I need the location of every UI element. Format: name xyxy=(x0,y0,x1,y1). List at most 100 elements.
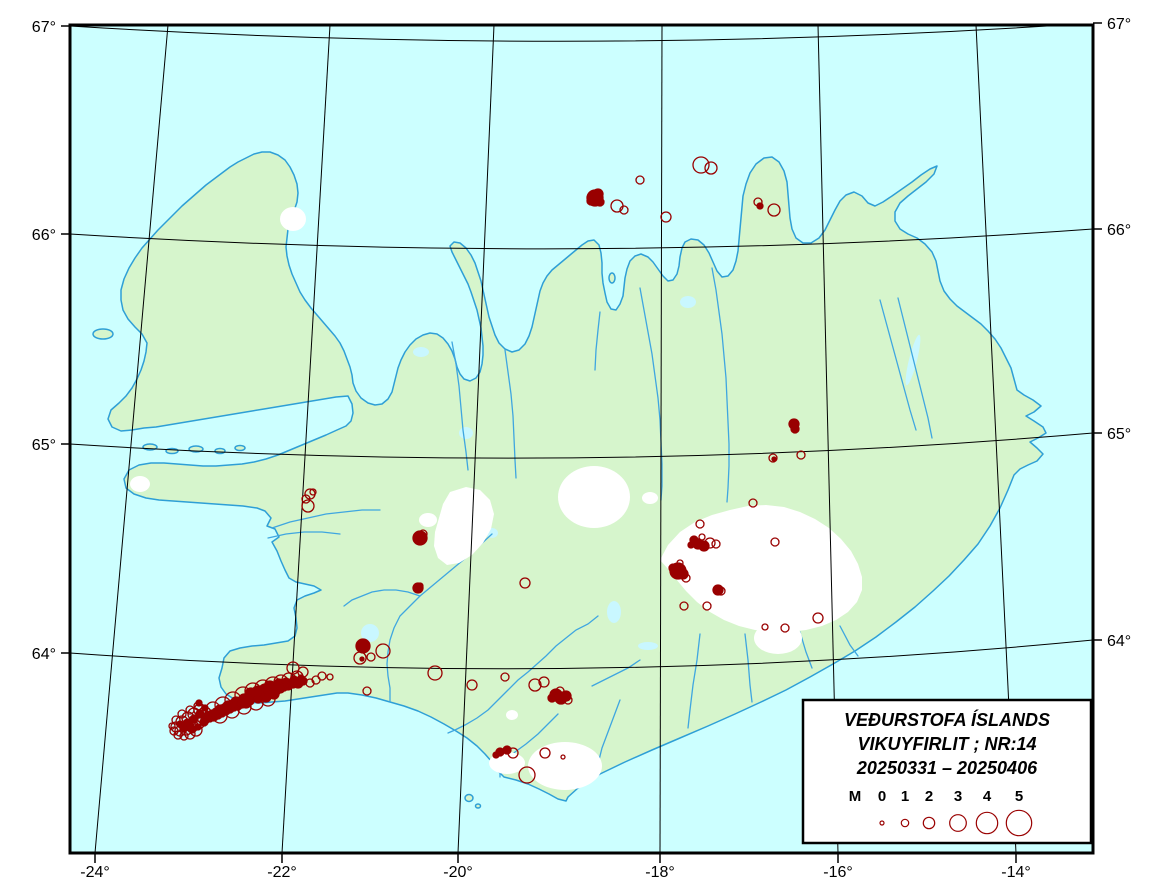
earthquake-marker xyxy=(563,695,573,705)
earthquake-marker xyxy=(586,196,596,206)
latitude-label-right: 66° xyxy=(1107,222,1131,239)
earthquake-marker xyxy=(502,745,512,755)
earthquake-marker xyxy=(466,679,478,691)
earthquake-marker xyxy=(560,754,566,760)
earthquake-marker xyxy=(168,722,176,730)
island xyxy=(92,328,114,340)
earthquake-marker xyxy=(695,519,705,529)
earthquake-marker xyxy=(518,766,536,784)
map-frame xyxy=(68,23,1095,855)
earthquake-marker xyxy=(264,676,282,694)
longitude-label: -22° xyxy=(267,864,297,881)
magnitude-value-label: 4 xyxy=(983,788,992,805)
earthquake-marker xyxy=(353,651,367,665)
earthquake-marker xyxy=(780,623,790,633)
earthquake-marker xyxy=(555,686,565,696)
longitude-label: -24° xyxy=(80,864,110,881)
legend-title: VEÐURSTOFA ÍSLANDS xyxy=(844,709,1050,730)
earthquake-marker xyxy=(171,715,181,725)
axis-labels: 67° 66° 65° 64° 67° 66° 65° 64° -24° -22° -20° -18°… xyxy=(32,16,1131,881)
magnitude-scale-circle xyxy=(900,818,910,828)
meridian--20 xyxy=(457,25,495,853)
earthquake-marker xyxy=(416,582,424,590)
earthquake-marker xyxy=(668,563,678,573)
tungnafellsjokull-glacier xyxy=(642,492,658,504)
earthquake-marker xyxy=(177,709,187,719)
earthquake-marker xyxy=(692,156,710,174)
earthquake-marker xyxy=(771,456,777,462)
latitude-label-left: 65° xyxy=(32,437,56,454)
island xyxy=(474,803,482,809)
legend-subtitle: VIKUYFIRLIT ; NR:14 xyxy=(857,734,1036,754)
earthquake-marker xyxy=(195,699,203,707)
earthquake-marker xyxy=(660,211,672,223)
magnitude-value-label: 5 xyxy=(1015,788,1023,805)
earthquake-marker xyxy=(790,424,800,434)
hofsjokull-glacier xyxy=(558,466,630,528)
earthquake-marker xyxy=(492,751,500,759)
earthquake-marker xyxy=(704,161,718,175)
earthquake-marker xyxy=(756,202,764,210)
earthquake-marker xyxy=(770,537,780,547)
earthquake-marker xyxy=(679,601,689,611)
magnitude-scale-circle xyxy=(949,814,967,832)
earthquake-marker xyxy=(185,705,195,715)
earthquake-marker xyxy=(812,612,824,624)
legend-box: VEÐURSTOFA ÍSLANDS VIKUYFIRLIT ; NR:14 2… xyxy=(801,698,1093,845)
magnitude-value-label: 1 xyxy=(901,788,909,805)
vatnajokull-glacier xyxy=(660,505,862,632)
earthquake-marker xyxy=(698,540,710,552)
earthquake-marker xyxy=(366,652,376,662)
earthquake-marker xyxy=(748,498,758,508)
magnitude-value-label: 0 xyxy=(878,788,886,805)
earthquake-marker xyxy=(761,623,769,631)
island xyxy=(234,444,246,452)
legend-magnitude-label: M xyxy=(849,788,862,805)
earthquake-marker xyxy=(687,541,695,549)
earthquake-marker xyxy=(195,709,205,719)
magnitude-scale-circle xyxy=(879,820,885,826)
earthquake-marker xyxy=(199,717,209,727)
earthquake-marker xyxy=(189,714,199,724)
drangajokull-glacier xyxy=(280,207,306,231)
earthquake-marker xyxy=(301,494,311,504)
earthquake-marker xyxy=(301,499,315,513)
latitude-label-right: 65° xyxy=(1107,426,1131,443)
snaefellsjokull-glacier xyxy=(130,476,150,492)
longitude-label: -18° xyxy=(645,864,675,881)
magnitude-scale-circle xyxy=(975,811,999,835)
magnitude-value-label: 3 xyxy=(954,788,962,805)
magnitude-scale-circle xyxy=(1005,809,1033,837)
latitude-label-right: 64° xyxy=(1107,633,1131,650)
island xyxy=(214,447,226,455)
earthquake-marker xyxy=(716,586,726,596)
earthquake-marker xyxy=(297,666,309,678)
earthquake-marker xyxy=(519,577,531,589)
earthquake-marker xyxy=(767,203,781,217)
earthquake-marker xyxy=(234,686,252,704)
latitude-label-left: 67° xyxy=(32,19,56,36)
small-glacier xyxy=(506,710,518,720)
earthquake-marker xyxy=(595,197,605,207)
latitude-label-right: 67° xyxy=(1107,16,1131,33)
earthquake-marker xyxy=(201,704,209,712)
longitude-label: -16° xyxy=(823,864,853,881)
earthquake-marker xyxy=(538,676,550,688)
lakes xyxy=(361,296,921,650)
earthquake-marker xyxy=(547,693,557,703)
earthquake-marker xyxy=(676,559,684,567)
langjokull-glacier xyxy=(434,487,494,565)
earthquake-marker xyxy=(375,643,391,659)
earthquake-marker xyxy=(507,747,519,759)
earthquake-markers xyxy=(168,156,824,784)
earthquake-marker xyxy=(704,537,716,549)
earthquake-marker xyxy=(768,453,778,463)
oraefajokull-glacier xyxy=(754,622,802,654)
earthquake-marker xyxy=(418,529,428,539)
earthquake-marker xyxy=(286,661,300,675)
legend-background xyxy=(801,698,1093,845)
earthquake-marker xyxy=(528,678,542,692)
parallel-66 xyxy=(70,228,1093,250)
longitude-label: -20° xyxy=(443,864,473,881)
